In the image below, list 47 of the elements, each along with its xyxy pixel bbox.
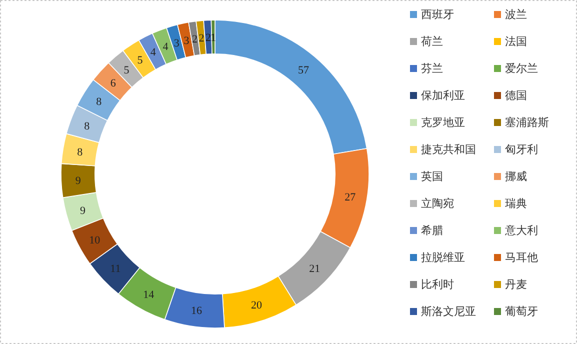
- legend-label: 芬兰: [421, 62, 443, 75]
- legend-label: 克罗地亚: [421, 116, 465, 129]
- data-label: 4: [150, 46, 156, 59]
- data-label: 3: [184, 34, 190, 47]
- legend-label: 英国: [421, 170, 443, 183]
- legend-label: 捷克共和国: [421, 143, 476, 156]
- legend-label: 拉脱维亚: [421, 251, 465, 264]
- data-label: 8: [84, 120, 90, 132]
- data-label: 3: [174, 37, 180, 50]
- legend-label: 意大利: [504, 224, 538, 237]
- data-label: 11: [110, 263, 121, 276]
- data-label: 21: [309, 263, 320, 276]
- legend-label: 比利时: [421, 278, 454, 291]
- legend-label: 荷兰: [421, 35, 443, 48]
- data-label: 14: [143, 288, 155, 301]
- legend-label: 葡萄牙: [505, 305, 538, 318]
- data-label: 9: [80, 204, 86, 217]
- data-label: 10: [89, 234, 101, 247]
- data-label: 6: [110, 77, 116, 90]
- legend-label: 挪威: [505, 170, 527, 183]
- data-label: 2: [206, 32, 211, 44]
- data-label: 5: [124, 64, 130, 76]
- legend-label: 西班牙: [421, 8, 454, 21]
- legend-label: 塞浦路斯: [505, 116, 549, 129]
- legend-label: 斯洛文尼亚: [421, 305, 476, 318]
- legend-label: 匈牙利: [505, 143, 538, 156]
- legend-label: 德国: [505, 89, 527, 102]
- data-label: 8: [77, 146, 84, 158]
- legend-label: 波兰: [505, 8, 527, 21]
- data-label: 2: [192, 33, 198, 46]
- data-label: 16: [190, 304, 202, 317]
- legend-label: 马耳他: [505, 251, 538, 264]
- legend-label: 瑞典: [505, 197, 527, 210]
- data-label: 57: [298, 64, 310, 76]
- data-label: 4: [162, 41, 169, 54]
- data-label: 2: [198, 32, 204, 45]
- legend-label: 希腊: [421, 224, 443, 237]
- data-label: 9: [75, 174, 82, 187]
- legend-label: 法国: [505, 35, 527, 48]
- data-label: 20: [251, 300, 263, 312]
- legend-label: 爱尔兰: [505, 62, 538, 75]
- data-label: 8: [96, 96, 102, 108]
- legend-label: 丹麦: [505, 278, 527, 291]
- data-label: 27: [344, 192, 356, 204]
- legend-label: 立陶宛: [421, 197, 454, 210]
- data-label: 5: [137, 54, 144, 66]
- legend-label: 保加利亚: [421, 89, 465, 102]
